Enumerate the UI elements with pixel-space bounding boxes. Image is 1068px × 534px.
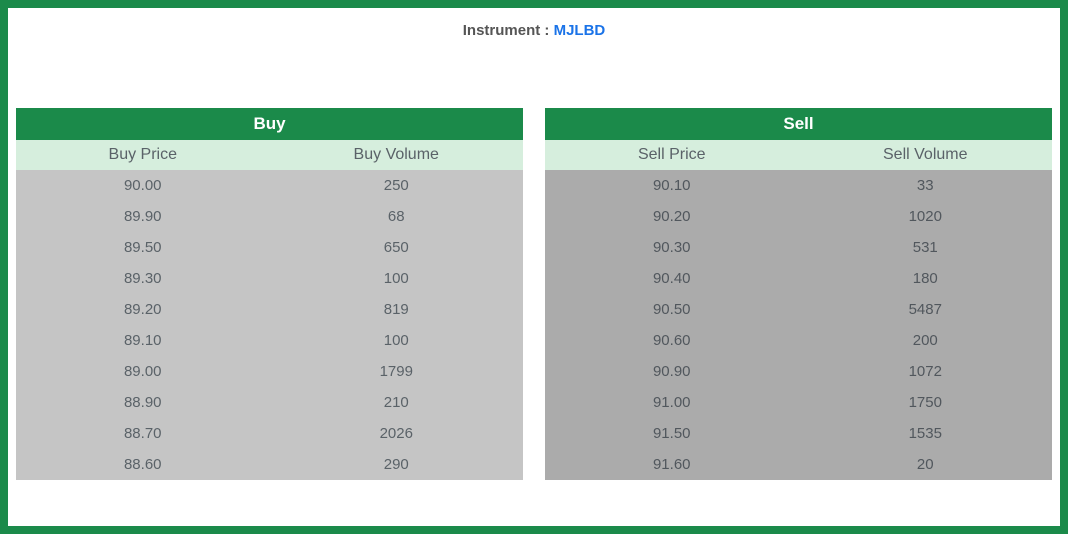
table-row: 90.1033 <box>545 170 1052 201</box>
table-cell: 91.00 <box>545 387 799 418</box>
table-cell: 1750 <box>799 387 1053 418</box>
table-cell: 20 <box>799 449 1053 480</box>
table-cell: 89.20 <box>16 294 270 325</box>
buy-title: Buy <box>16 108 523 140</box>
table-cell: 100 <box>270 325 524 356</box>
table-cell: 5487 <box>799 294 1053 325</box>
table-cell: 89.50 <box>16 232 270 263</box>
table-row: 89.20819 <box>16 294 523 325</box>
table-cell: 90.40 <box>545 263 799 294</box>
sell-col-price: Sell Price <box>545 140 799 170</box>
table-cell: 1799 <box>270 356 524 387</box>
tables-row: Buy Buy Price Buy Volume 90.0025089.9068… <box>8 48 1060 480</box>
table-row: 90.901072 <box>545 356 1052 387</box>
table-cell: 90.50 <box>545 294 799 325</box>
table-row: 91.001750 <box>545 387 1052 418</box>
table-row: 89.50650 <box>16 232 523 263</box>
table-cell: 89.30 <box>16 263 270 294</box>
table-cell: 531 <box>799 232 1053 263</box>
table-row: 89.001799 <box>16 356 523 387</box>
sell-title: Sell <box>545 108 1052 140</box>
instrument-label: Instrument : <box>463 22 554 39</box>
table-cell: 290 <box>270 449 524 480</box>
table-cell: 89.90 <box>16 201 270 232</box>
table-row: 89.30100 <box>16 263 523 294</box>
table-row: 90.60200 <box>545 325 1052 356</box>
table-row: 89.9068 <box>16 201 523 232</box>
table-cell: 91.60 <box>545 449 799 480</box>
table-cell: 68 <box>270 201 524 232</box>
table-cell: 1020 <box>799 201 1053 232</box>
table-row: 88.702026 <box>16 418 523 449</box>
table-row: 90.505487 <box>545 294 1052 325</box>
table-cell: 250 <box>270 170 524 201</box>
table-row: 90.40180 <box>545 263 1052 294</box>
sell-col-volume: Sell Volume <box>799 140 1053 170</box>
table-row: 89.10100 <box>16 325 523 356</box>
table-cell: 33 <box>799 170 1053 201</box>
table-cell: 100 <box>270 263 524 294</box>
table-cell: 210 <box>270 387 524 418</box>
table-cell: 200 <box>799 325 1053 356</box>
table-row: 91.501535 <box>545 418 1052 449</box>
buy-table: Buy Buy Price Buy Volume 90.0025089.9068… <box>16 108 523 480</box>
buy-table-wrap: Buy Buy Price Buy Volume 90.0025089.9068… <box>16 108 523 480</box>
sell-tbody: 90.103390.20102090.3053190.4018090.50548… <box>545 170 1052 480</box>
sell-table: Sell Sell Price Sell Volume 90.103390.20… <box>545 108 1052 480</box>
table-cell: 89.10 <box>16 325 270 356</box>
table-cell: 90.20 <box>545 201 799 232</box>
sell-table-wrap: Sell Sell Price Sell Volume 90.103390.20… <box>545 108 1052 480</box>
table-cell: 88.90 <box>16 387 270 418</box>
instrument-header: Instrument : MJLBD <box>8 8 1060 48</box>
table-cell: 650 <box>270 232 524 263</box>
table-cell: 90.30 <box>545 232 799 263</box>
table-cell: 88.70 <box>16 418 270 449</box>
buy-col-volume: Buy Volume <box>270 140 524 170</box>
table-row: 90.30531 <box>545 232 1052 263</box>
table-cell: 88.60 <box>16 449 270 480</box>
table-row: 90.00250 <box>16 170 523 201</box>
table-cell: 90.00 <box>16 170 270 201</box>
table-row: 88.60290 <box>16 449 523 480</box>
table-row: 90.201020 <box>545 201 1052 232</box>
table-cell: 2026 <box>270 418 524 449</box>
table-cell: 90.90 <box>545 356 799 387</box>
table-cell: 180 <box>799 263 1053 294</box>
instrument-value[interactable]: MJLBD <box>554 22 606 39</box>
table-cell: 90.60 <box>545 325 799 356</box>
table-row: 88.90210 <box>16 387 523 418</box>
table-cell: 819 <box>270 294 524 325</box>
table-cell: 1535 <box>799 418 1053 449</box>
buy-tbody: 90.0025089.906889.5065089.3010089.208198… <box>16 170 523 480</box>
table-cell: 91.50 <box>545 418 799 449</box>
table-cell: 89.00 <box>16 356 270 387</box>
table-cell: 90.10 <box>545 170 799 201</box>
table-row: 91.6020 <box>545 449 1052 480</box>
table-cell: 1072 <box>799 356 1053 387</box>
order-book-panel: Instrument : MJLBD Buy Buy Price Buy Vol… <box>0 0 1068 534</box>
buy-col-price: Buy Price <box>16 140 270 170</box>
